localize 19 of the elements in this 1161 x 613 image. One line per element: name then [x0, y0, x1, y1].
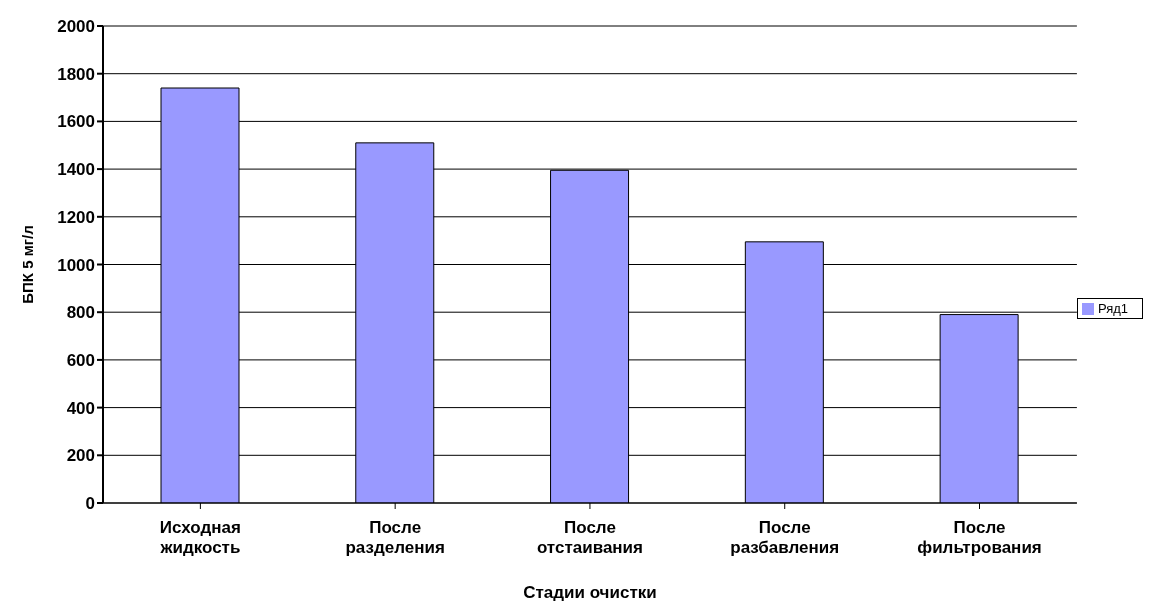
- y-tick-label: 1200: [57, 207, 95, 227]
- y-tick-label: 200: [66, 446, 95, 466]
- y-tick-label: 400: [66, 398, 95, 418]
- y-tick-label: 1800: [57, 64, 95, 84]
- x-tick-label: После фильтрования: [917, 518, 1042, 557]
- y-tick-label: 2000: [57, 17, 95, 37]
- x-axis-title: Стадии очистки: [523, 583, 657, 602]
- y-tick-label: 1600: [57, 112, 95, 132]
- x-tick-label: После разделения: [345, 518, 445, 557]
- legend-label: Ряд1: [1097, 300, 1128, 316]
- y-tick-label: 600: [66, 350, 95, 370]
- y-tick-label: 1400: [57, 160, 95, 180]
- y-tick-label: 1000: [57, 255, 95, 275]
- y-tick-label: 0: [85, 494, 95, 514]
- x-tick-label: После разбавления: [730, 518, 840, 557]
- x-tick-label: После отстаивания: [536, 518, 643, 557]
- x-tick-label: Исходная жидкость: [159, 518, 241, 557]
- y-tick-label: 800: [66, 303, 95, 323]
- y-axis-title: БПК 5 мг/л: [19, 225, 37, 304]
